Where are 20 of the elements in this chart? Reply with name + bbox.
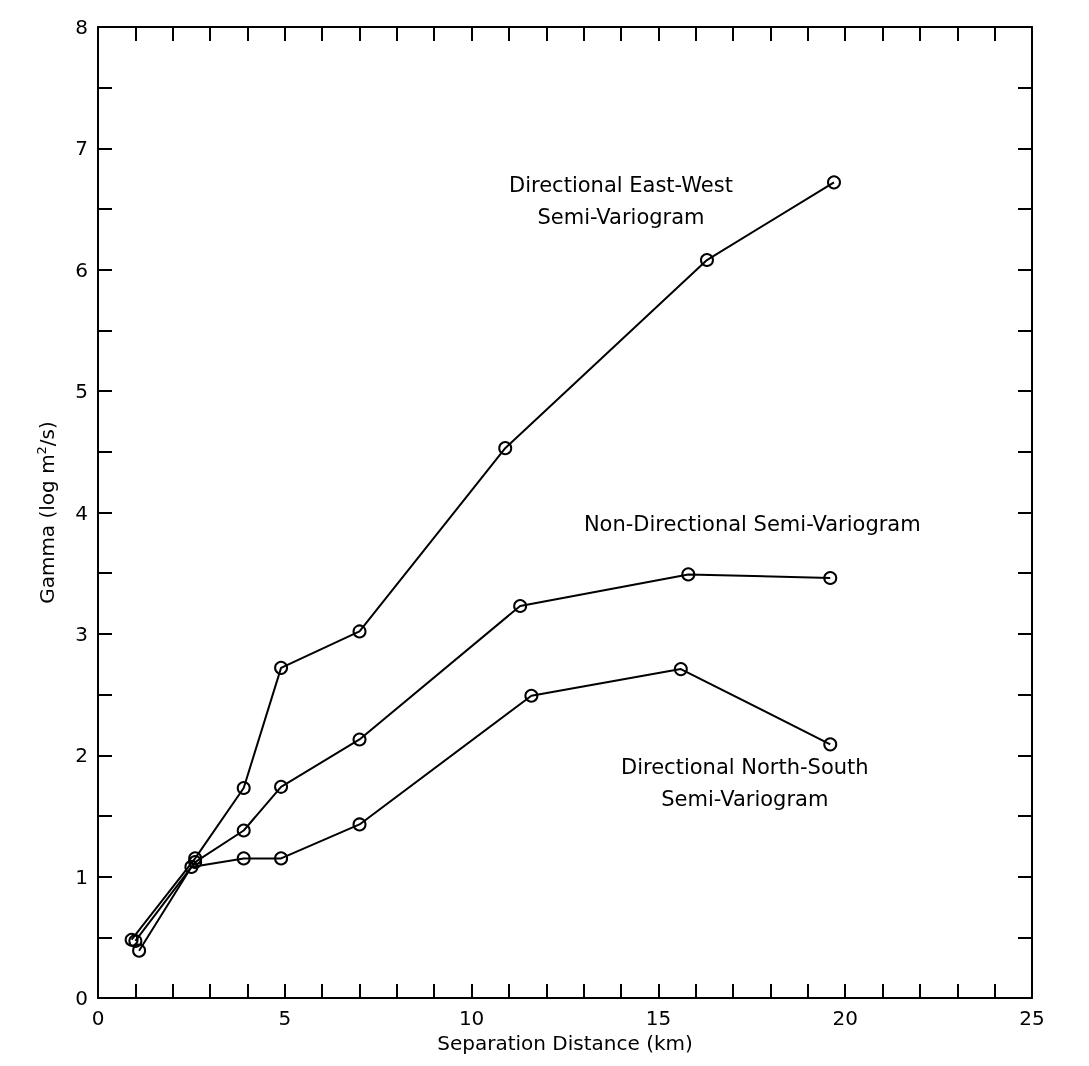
x-tick-label: 5 (278, 1006, 292, 1030)
y-tick-label: 2 (75, 743, 88, 768)
y-tick-label: 3 (75, 621, 88, 646)
x-tick-label: 0 (91, 1006, 105, 1030)
x-tick-label: 15 (645, 1006, 672, 1030)
y-tick-label: 1 (75, 864, 88, 889)
series-label: Directional East-West Semi-Variogram (509, 173, 733, 230)
y-axis-title: Gamma (log m2/s) (34, 421, 59, 604)
y-tick-label: 8 (75, 15, 88, 39)
x-axis-title: Separation Distance (km) (437, 1030, 693, 1055)
text: Non-Directional Semi-Variogram (583, 512, 921, 537)
x-tick-label: 20 (832, 1006, 858, 1030)
x-tick-label: 25 (1019, 1006, 1045, 1030)
y-tick-label: 6 (75, 257, 88, 282)
y-tick-label: 0 (75, 986, 88, 1010)
x-tick-label: 10 (458, 1006, 485, 1030)
y-tick-label: 5 (75, 379, 88, 404)
y-tick-label: 7 (75, 136, 88, 161)
series-label: Directional North-South Semi-Variogram (621, 755, 869, 812)
y-tick-label: 4 (75, 500, 88, 525)
